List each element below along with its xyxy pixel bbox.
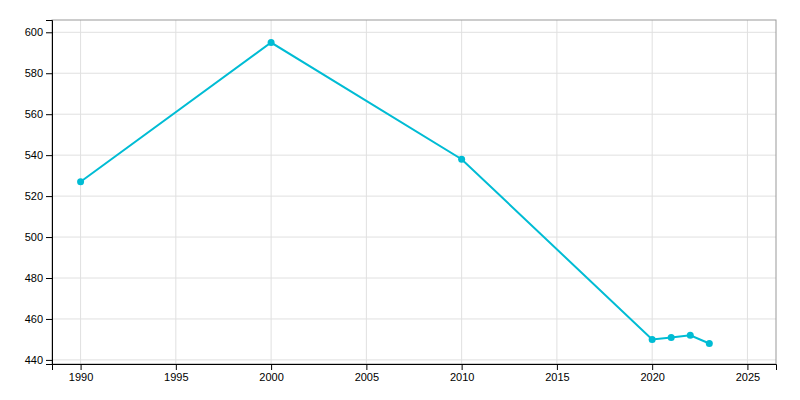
tick-label: 1995 [164, 371, 188, 383]
grid-line [461, 20, 462, 364]
tick-mark [81, 364, 82, 370]
tick-label: 460 [25, 313, 43, 325]
tick: 2020 [640, 364, 664, 383]
grid-line [747, 20, 748, 364]
tick: 500 [25, 231, 52, 243]
tick-label: 2005 [355, 371, 379, 383]
tick-mark [46, 73, 52, 74]
tick-label: 2015 [545, 371, 569, 383]
grid-line [52, 73, 776, 74]
grid-line [52, 155, 776, 156]
point [458, 156, 465, 163]
x-axis: 1990 1995 2000 2005 2010 2015 2020 2025 [53, 364, 777, 383]
grid-line [52, 196, 776, 197]
axis-line [53, 365, 777, 371]
grid [52, 20, 776, 364]
tick-mark [271, 364, 272, 370]
tick: 540 [25, 149, 52, 161]
tick-mark [747, 364, 748, 370]
tick: 600 [25, 26, 52, 38]
marks [77, 39, 713, 347]
tick-mark [46, 155, 52, 156]
tick-label: 500 [25, 231, 43, 243]
tick: 1995 [164, 364, 188, 383]
tick-mark [366, 364, 367, 370]
tick: 480 [25, 272, 52, 284]
grid-line [52, 237, 776, 238]
grid-line [556, 20, 557, 364]
tick-label: 2000 [259, 371, 283, 383]
tick: 560 [25, 108, 52, 120]
grid-line [271, 20, 272, 364]
grid-line [175, 20, 176, 364]
tick-label: 1990 [69, 371, 93, 383]
tick: 580 [25, 67, 52, 79]
tick: 2000 [259, 364, 283, 383]
tick: 2010 [450, 364, 474, 383]
tick-label: 440 [25, 354, 43, 366]
point [668, 334, 675, 341]
tick: 1990 [69, 364, 93, 383]
tick-label: 540 [25, 149, 43, 161]
tick-mark [46, 278, 52, 279]
grid-line [52, 32, 776, 33]
point [77, 178, 84, 185]
grid-line [52, 114, 776, 115]
tick-mark [46, 114, 52, 115]
tick-label: 2025 [736, 371, 760, 383]
tick-mark [462, 364, 463, 370]
point [649, 336, 656, 343]
grid-line [52, 278, 776, 279]
tick: 460 [25, 313, 52, 325]
tick-label: 480 [25, 272, 43, 284]
plot-frame [52, 20, 776, 364]
tick-label: 2020 [640, 371, 664, 383]
tick-mark [46, 237, 52, 238]
grid-line [80, 20, 81, 364]
grid-line [652, 20, 653, 364]
tick-mark [46, 360, 52, 361]
tick-label: 580 [25, 67, 43, 79]
line [81, 43, 710, 344]
tick: 2015 [545, 364, 569, 383]
point [687, 332, 694, 339]
y-axis: 440 460 480 500 520 540 560 580 600 [25, 21, 53, 366]
tick-mark [46, 196, 52, 197]
tick-mark [652, 364, 653, 370]
tick-label: 2010 [450, 371, 474, 383]
tick: 440 [25, 354, 52, 366]
plot: 1990 1995 2000 2005 2010 2015 2020 2025 440 460 48… [25, 20, 777, 383]
tick-label: 520 [25, 190, 43, 202]
tick: 2005 [355, 364, 379, 383]
tick-mark [46, 32, 52, 33]
chart: 1990 1995 2000 2005 2010 2015 2020 2025 440 460 48… [0, 0, 800, 400]
tick-label: 560 [25, 108, 43, 120]
tick-mark [176, 364, 177, 370]
point [268, 39, 275, 46]
axis-line [46, 21, 53, 365]
tick-label: 600 [25, 26, 43, 38]
tick: 2025 [736, 364, 760, 383]
grid-line [366, 20, 367, 364]
tick-mark [46, 319, 52, 320]
grid-line [52, 359, 776, 360]
tick: 520 [25, 190, 52, 202]
grid-line [52, 318, 776, 319]
point [706, 340, 713, 347]
tick-mark [557, 364, 558, 370]
